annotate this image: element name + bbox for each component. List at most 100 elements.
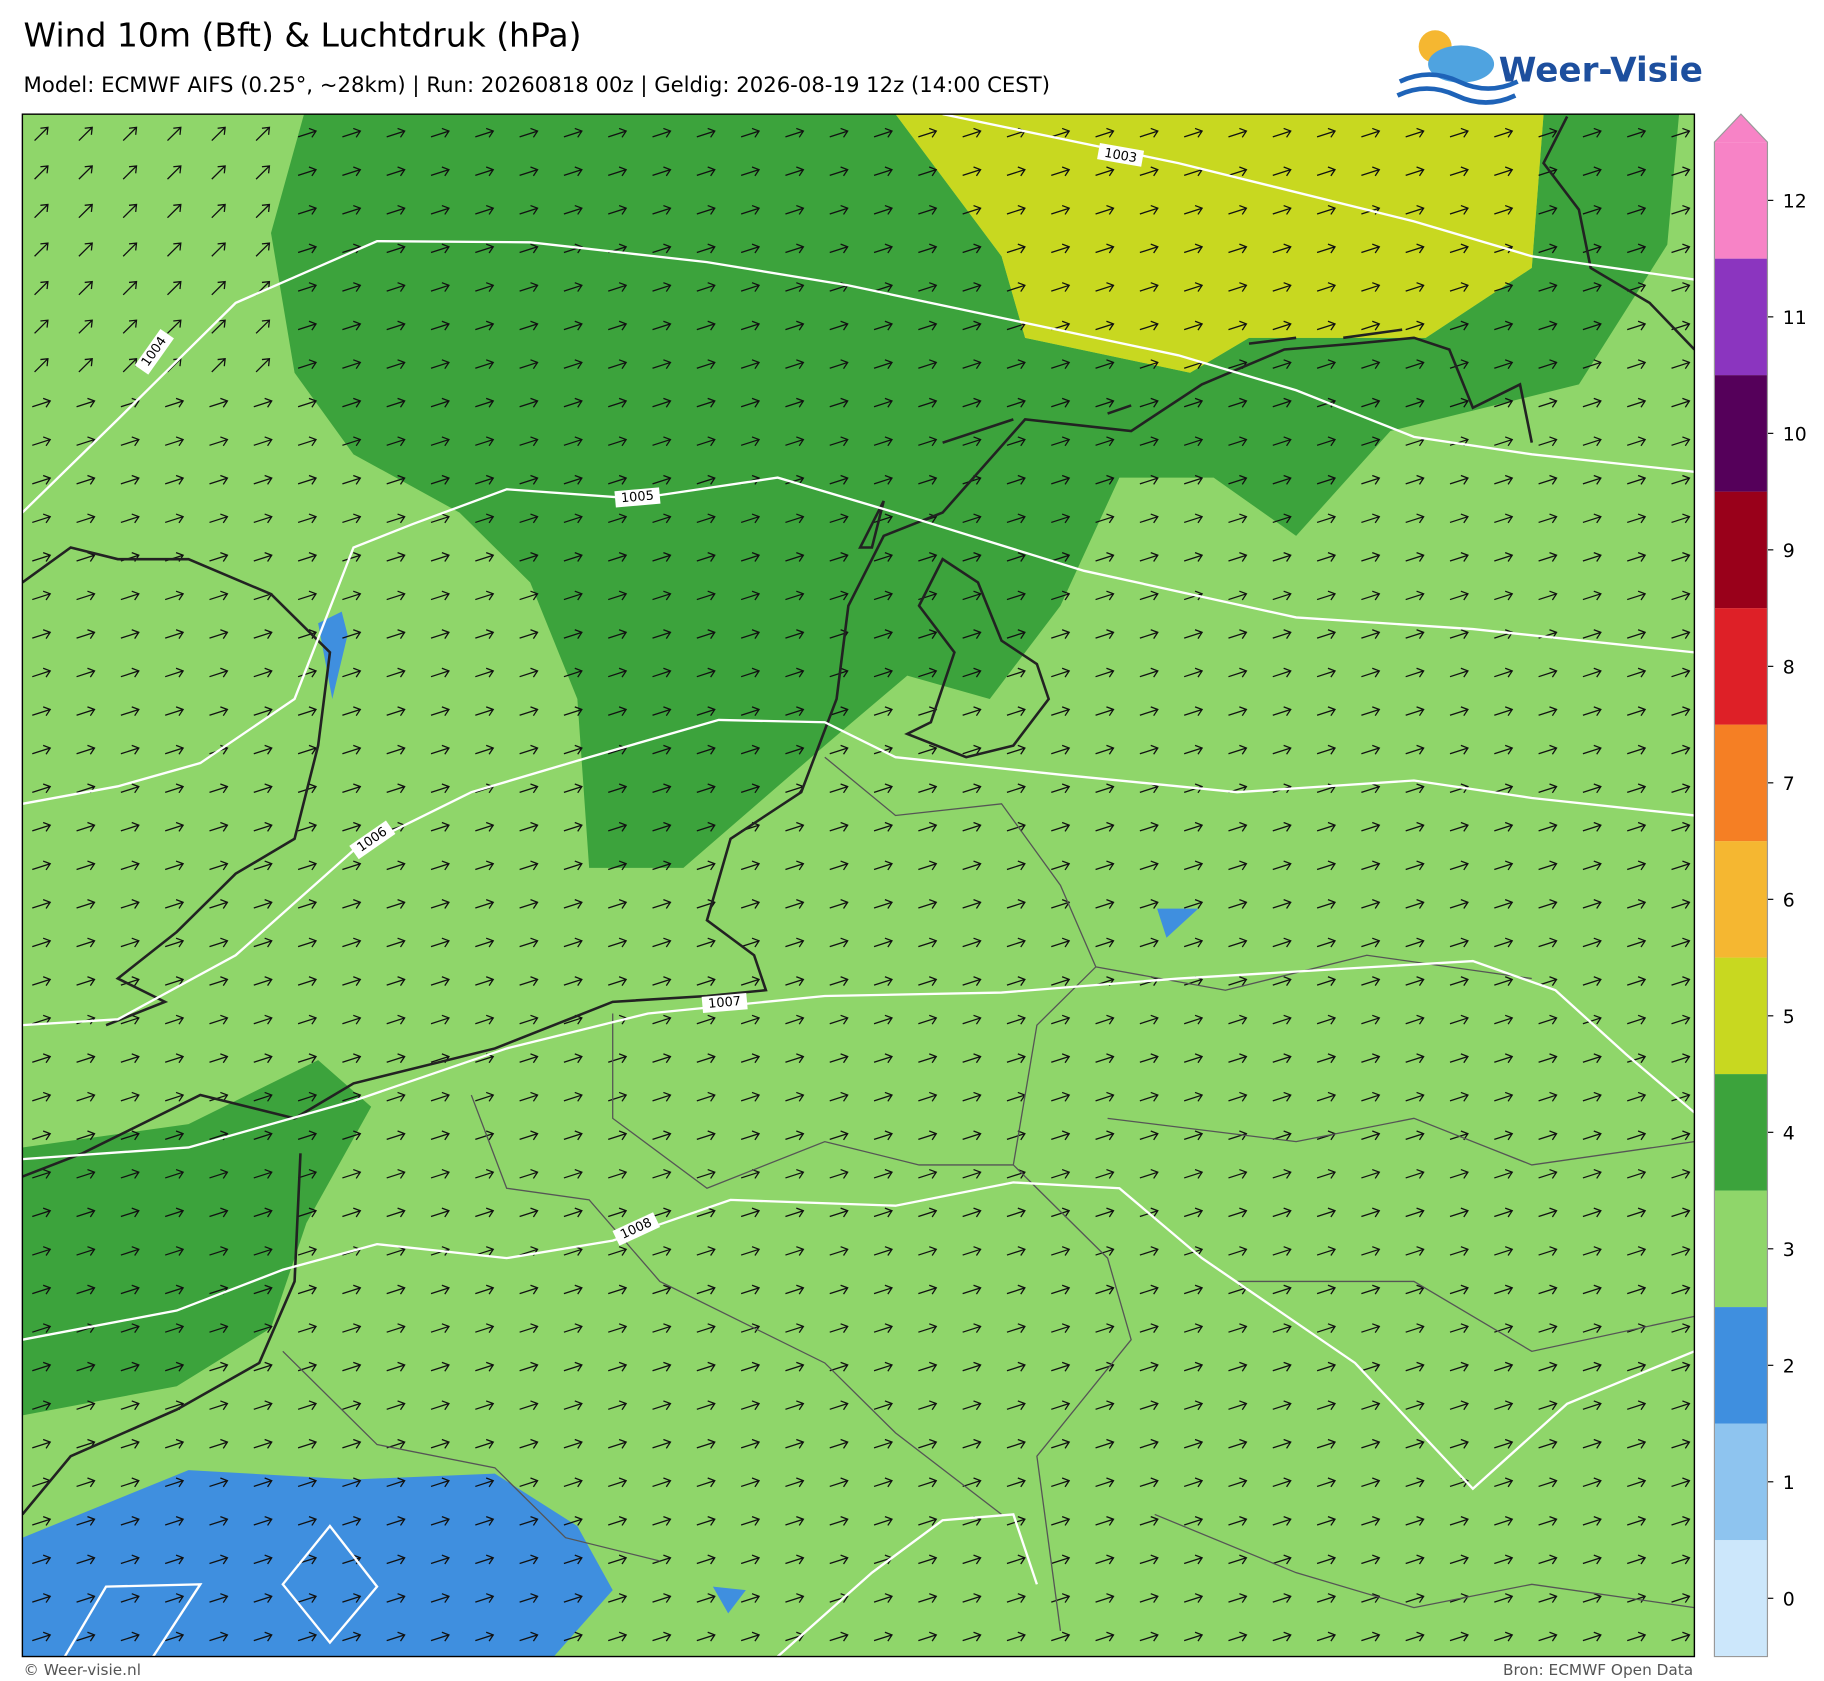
wind-arrow xyxy=(32,860,52,871)
wind-arrow xyxy=(1361,1246,1381,1256)
wind-arrow-shape xyxy=(1006,1438,1026,1449)
wind-arrow xyxy=(342,783,362,794)
wind-arrow xyxy=(1582,474,1602,485)
colorbar-segment xyxy=(1714,841,1768,958)
wind-arrow xyxy=(32,436,52,447)
wind-arrow xyxy=(1582,783,1602,794)
wind-arrow-shape xyxy=(342,937,362,948)
wind-arrow xyxy=(1671,937,1691,948)
wind-arrow-shape xyxy=(167,319,182,334)
wind-arrow xyxy=(1538,1014,1558,1025)
wind-arrow xyxy=(1538,552,1558,562)
wind-arrow-shape xyxy=(1582,1091,1602,1102)
wind-arrow-shape xyxy=(918,1438,938,1449)
wind-arrow-shape xyxy=(1494,590,1514,601)
wind-arrow-shape xyxy=(120,1361,140,1372)
wind-arrow-shape xyxy=(608,1593,628,1603)
wind-arrow xyxy=(962,937,982,948)
wind-arrow xyxy=(608,937,628,948)
wind-arrow-shape xyxy=(386,359,406,370)
wind-arrow-shape xyxy=(430,783,450,794)
wind-arrow xyxy=(1671,127,1691,138)
wind-arrow-shape xyxy=(164,1515,185,1526)
wind-arrow xyxy=(740,706,761,717)
wind-arrow xyxy=(1228,1091,1248,1102)
wind-arrow xyxy=(1228,667,1248,678)
wind-arrow-shape xyxy=(211,126,226,142)
wind-arrow-shape xyxy=(1228,860,1248,871)
wind-arrow-shape xyxy=(1051,436,1071,447)
wind-arrow-shape xyxy=(342,1593,362,1603)
wind-arrow xyxy=(386,359,406,370)
wind-arrow xyxy=(1316,552,1337,562)
wind-arrow xyxy=(696,166,716,177)
wind-arrow-shape xyxy=(608,1438,628,1449)
wind-arrow-shape xyxy=(1095,1631,1115,1642)
wind-arrow-shape xyxy=(608,937,628,948)
wind-arrow-shape xyxy=(740,1438,761,1449)
wind-arrow-shape xyxy=(1582,1246,1602,1256)
wind-arrow xyxy=(297,204,318,215)
wind-arrow xyxy=(1095,629,1115,639)
wind-arrow-shape xyxy=(1671,1207,1691,1218)
wind-arrow-shape xyxy=(430,860,450,871)
wind-arrow xyxy=(696,243,716,254)
wind-arrow-shape xyxy=(652,320,672,331)
wind-arrow-shape xyxy=(696,127,716,138)
wind-arrow-shape xyxy=(652,860,672,871)
wind-arrow xyxy=(1405,552,1425,562)
wind-arrow xyxy=(342,1631,362,1642)
wind-arrow-shape xyxy=(430,474,450,485)
wind-arrow-shape xyxy=(430,1477,450,1488)
wind-arrow xyxy=(1627,937,1647,948)
wind-arrow xyxy=(76,937,96,948)
wind-arrow xyxy=(32,1515,52,1526)
wind-arrow-shape xyxy=(608,1284,628,1295)
wind-arrow-shape xyxy=(209,1554,229,1565)
wind-arrow-shape xyxy=(1139,821,1159,832)
wind-arrow xyxy=(342,1207,362,1218)
wind-arrow xyxy=(740,1246,761,1256)
wind-arrow-shape xyxy=(1183,1168,1204,1179)
wind-arrow-shape xyxy=(297,821,318,832)
wind-arrow-shape xyxy=(829,590,849,601)
wind-arrow-shape xyxy=(829,1323,849,1334)
wind-arrow xyxy=(1361,1400,1381,1411)
wind-arrow xyxy=(918,1438,938,1449)
wind-arrow-shape xyxy=(1627,243,1647,254)
wind-arrow xyxy=(519,629,539,639)
wind-arrow xyxy=(1183,204,1204,215)
wind-arrow xyxy=(34,126,49,142)
isobar-label: 1003 xyxy=(1103,146,1138,166)
wind-arrow-shape xyxy=(696,1014,716,1025)
wind-arrow xyxy=(1449,397,1469,408)
wind-arrow xyxy=(1361,1168,1381,1179)
wind-arrow-shape xyxy=(1582,552,1602,562)
wind-arrow xyxy=(120,1014,140,1025)
wind-arrow-shape xyxy=(1272,359,1292,370)
wind-arrow xyxy=(34,203,49,219)
wind-arrow-shape xyxy=(1095,899,1115,909)
wind-arrow-shape xyxy=(76,1168,96,1179)
wind-arrow xyxy=(1582,1168,1602,1179)
wind-arrow-shape xyxy=(962,1014,982,1025)
wind-arrow-shape xyxy=(1139,590,1159,601)
wind-arrow-shape xyxy=(1494,1246,1514,1256)
wind-arrow-shape xyxy=(1627,937,1647,948)
wind-arrow-shape xyxy=(1582,166,1602,177)
wind-arrow-shape xyxy=(918,1515,938,1526)
wind-arrow-shape xyxy=(209,783,229,794)
wind-arrow xyxy=(1183,1361,1204,1372)
wind-arrow-shape xyxy=(1051,667,1071,678)
wind-arrow xyxy=(962,397,982,408)
wind-arrow xyxy=(32,744,52,755)
wind-arrow xyxy=(519,359,539,370)
wind-arrow xyxy=(211,280,226,296)
wind-arrow-shape xyxy=(211,165,226,180)
wind-arrow xyxy=(164,1515,185,1526)
wind-arrow-shape xyxy=(164,1477,185,1488)
wind-arrow xyxy=(1361,1130,1381,1141)
wind-arrow xyxy=(255,126,271,142)
wind-arrow-shape xyxy=(1494,860,1514,871)
